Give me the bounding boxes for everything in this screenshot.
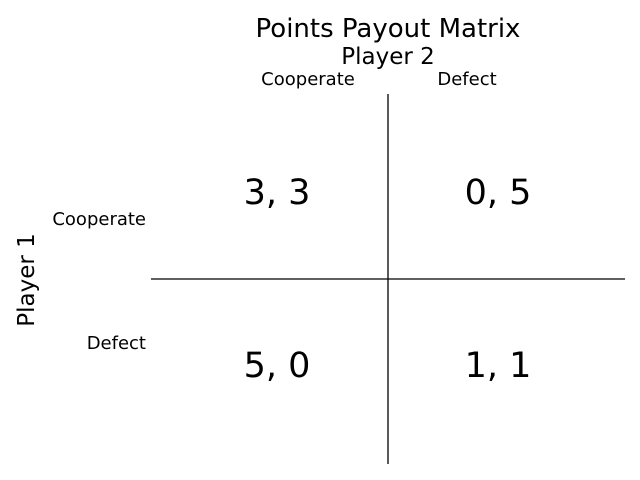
row-player-label: Player 1 — [14, 233, 40, 327]
row-header-cooperate: Cooperate — [52, 209, 146, 230]
column-header-cooperate: Cooperate — [261, 69, 355, 90]
column-player-label: Player 2 — [341, 44, 435, 70]
row-header-defect: Defect — [87, 333, 146, 354]
payoff-defect-cooperate: 5, 0 — [244, 346, 311, 386]
figure-title: Points Payout Matrix — [256, 14, 521, 44]
payoff-defect-defect: 1, 1 — [465, 346, 532, 386]
payoff-cooperate-defect: 0, 5 — [465, 173, 532, 213]
column-header-defect: Defect — [437, 69, 496, 90]
payoff-cooperate-cooperate: 3, 3 — [244, 173, 311, 213]
